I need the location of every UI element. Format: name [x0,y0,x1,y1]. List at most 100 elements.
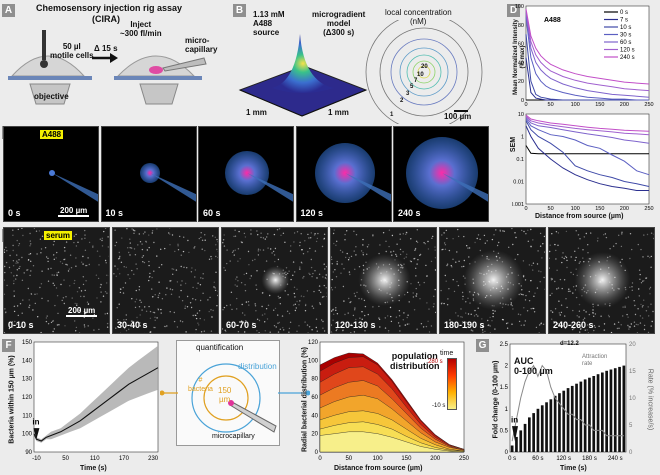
serum-frame: 120-130 s [330,227,437,334]
f-left-ytick: 90 [25,450,32,456]
d-bottom-series-line [525,118,650,176]
g-bar [601,372,604,452]
a488-cloud [49,170,98,202]
d-bottom-series-line [525,114,650,132]
a488-cloud [406,137,488,209]
f-right-ytick: 80 [311,377,318,383]
f-left-xtick: 170 [119,456,130,462]
g-injection-arrow [512,426,518,442]
a488-frame: 60 s [198,126,294,222]
microcapillary-label: micro- capillary [185,36,218,54]
f-left-mean-line [33,367,159,442]
frame-time-label: 0-10 s [8,320,34,330]
g-xtick: 60 s [532,456,543,462]
d-bottom-xtick: 200 [620,206,629,212]
g-bar [528,417,531,452]
frame-time-label: 120 s [300,208,324,218]
f-left-ytick: 150 [22,340,33,346]
distribution-label: distribution [238,362,277,371]
time-label: time [440,350,454,357]
a488-cloud [314,143,391,203]
f-right-xtick: 100 [373,456,384,462]
d-top-xtick: 200 [620,102,629,108]
g-bar [545,402,548,452]
d-bottom-ytick: 1 [521,135,524,141]
g-bar [613,368,617,452]
g-xlabel: Time (s) [560,465,587,472]
f-left-xtick: 230 [148,456,159,462]
g-bar [605,370,608,452]
microcapillary-schematic-label: microcapillary [212,433,255,440]
ring-value-7: 7 [414,78,418,84]
g-ytick: 1.5 [500,385,509,391]
g-bar [519,430,523,452]
g-bar [579,381,583,452]
attraction-rate-label: Attraction rate [582,354,608,367]
d-top-series-line [525,8,650,85]
bacteria-count-label: # bacteria [188,377,213,393]
f-right-ytick: 60 [311,395,318,401]
f-xlabel: Time (s) [80,465,107,472]
d-legend-label: 0 s [620,10,628,16]
g-xtick: 180 s [582,456,597,462]
cira-schematic [8,30,207,105]
connector-lines [160,390,310,396]
bacteria-field [113,228,218,333]
a488-frame: 240 s [393,126,489,222]
g-xtick: 240 s [608,456,623,462]
fold-change-chart: 0 0.5 1 1.5 2 2.5 0 5 10 15 20 0 s 60 s 120 s 180 s 240… [500,342,637,462]
frame-time-label: 30-40 s [117,320,148,330]
g-bar [562,390,566,452]
bacteria-within-150-chart: 90 100 110 120 130 140 150 -10 50 110 170 230 in [22,340,159,462]
radial-distribution-chart: 0 20 40 60 80 100 120 0 50 100 150 200 250 [308,340,470,462]
model-label: microgradient model (Δ300 s) [312,10,366,37]
d-top-series-line [525,17,649,101]
frame-time-label: 60 s [203,208,221,218]
g-rate-line [511,364,624,442]
d-bottom-xtick: 150 [595,206,604,212]
f-right-xtick: 150 [401,456,412,462]
d-legend-label: 30 s [620,33,631,39]
d-top-series-line [525,34,649,101]
d-top-ytick: 20 [518,79,524,85]
d-top-xtick: 100 [571,102,580,108]
d-bottom-ytick: 0.01 [513,180,524,186]
bacteria-field [549,230,654,333]
panel-a-title: Chemosensory injection rig assay [36,3,183,13]
d-top-plot-area [525,5,650,101]
g-bar [549,399,553,452]
f-left-ytick: 110 [22,413,32,419]
f-left-error-band [34,345,158,443]
ring-value-20: 20 [421,64,428,70]
g-in-label: in [511,416,518,425]
d-bottom-ytick: 10 [518,112,524,118]
ring-scale-label: 100 µm [444,112,472,121]
local-conc-label: local concentration [385,8,452,17]
g-bar [553,395,557,452]
a488-highlight-label: A488 [40,130,64,139]
d-bottom-xtick: 250 [644,206,653,212]
d-bottom-xtick: 0 [524,206,527,212]
a488-frame: 0 s A488 200 µm [3,126,99,222]
g-bar [618,366,621,452]
ring-value-10: 10 [417,72,424,78]
bacteria-field [331,229,436,333]
g-bar [570,385,574,452]
effect-size-label: d=12.2 [560,341,579,347]
g-ytick: 0 [505,450,509,456]
d-legend-label: 120 s [620,48,635,54]
f-left-xtick: 50 [62,456,69,462]
a488-cloud [139,163,196,202]
time-colorbar [447,358,457,410]
g-bar [540,405,544,452]
g-bar [515,436,518,452]
quantification-diagram [191,363,277,433]
panel-a-subtitle: (CIRA) [92,14,120,24]
frame-time-label: 10 s [105,208,124,218]
f-right-series-area [319,431,465,453]
g-bar [596,374,600,452]
ring-value-2: 2 [400,98,404,104]
frame-time-label: 180-190 s [444,320,485,330]
f-right-ytick: 100 [308,358,319,364]
d-legend-label: 60 s [620,40,631,46]
